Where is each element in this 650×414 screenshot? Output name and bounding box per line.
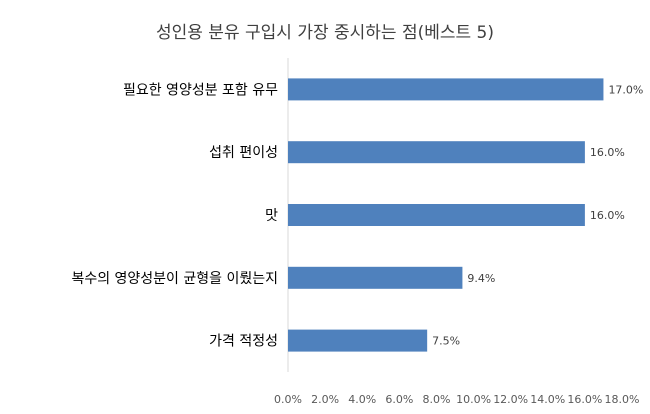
category-label-5: 가격 적정성 [209, 334, 278, 350]
x-tick-label-1: 2.0% [311, 393, 339, 406]
bar-1 [288, 78, 604, 101]
x-tick-label-3: 6.0% [385, 393, 413, 406]
x-tick-label-2: 4.0% [348, 393, 376, 406]
x-tick-label-6: 12.0% [493, 393, 528, 406]
data-label-2: 16.0% [590, 146, 625, 159]
category-label-3: 맛 [265, 208, 278, 224]
category-label-1: 필요한 영양성분 포함 유무 [123, 82, 278, 98]
data-label-3: 16.0% [590, 209, 625, 222]
bar-5 [288, 329, 428, 352]
bar-2 [288, 141, 585, 164]
chart-title: 성인용 분유 구입시 가장 중시하는 점(베스트 5) [155, 23, 495, 43]
data-label-5: 7.5% [432, 335, 460, 348]
bar-4 [288, 266, 463, 289]
x-tick-label-4: 8.0% [422, 393, 450, 406]
x-tick-label-0: 0.0% [274, 393, 302, 406]
bar-3 [288, 204, 585, 226]
x-tick-label-8: 16.0% [567, 393, 602, 406]
category-label-4: 복수의 영양성분이 균형을 이뤘는지 [71, 271, 278, 287]
x-tick-label-7: 14.0% [530, 393, 565, 406]
x-tick-label-9: 18.0% [605, 393, 640, 406]
category-label-2: 섭취 편이성 [209, 145, 278, 161]
data-label-4: 9.4% [467, 272, 495, 285]
x-tick-label-5: 10.0% [456, 393, 491, 406]
data-label-1: 17.0% [608, 83, 643, 96]
